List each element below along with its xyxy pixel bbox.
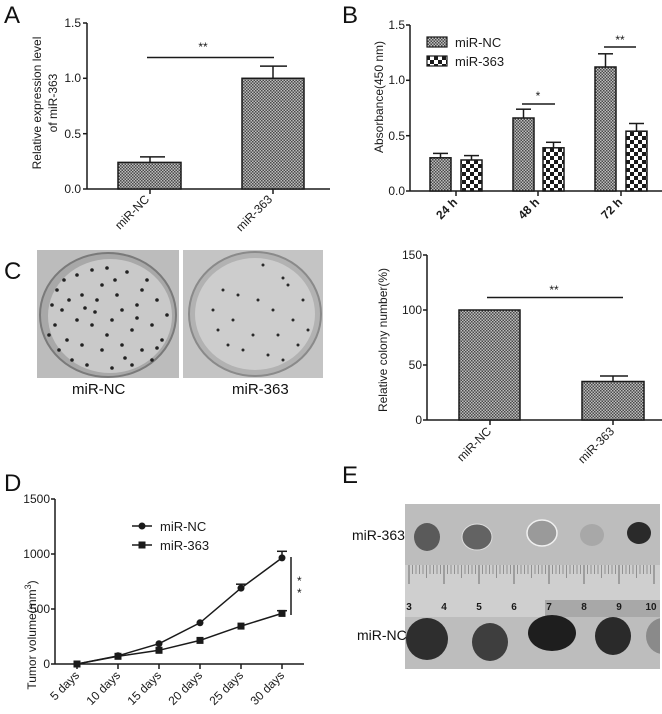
chart-b-significance-48h: * <box>536 89 541 103</box>
chart-b-xtick-48h: 48 h <box>515 195 542 222</box>
bar-c-mir-nc <box>458 309 521 421</box>
colony-plate-mir-363 <box>183 250 323 378</box>
series-line-mir-363 <box>76 612 283 665</box>
svg-text:25 days: 25 days <box>207 668 247 708</box>
svg-text:9: 9 <box>616 602 622 613</box>
svg-text:1000: 1000 <box>23 547 50 561</box>
svg-text:8: 8 <box>581 602 587 613</box>
bar-b-72h-mir-363 <box>625 130 648 192</box>
chart-d-significance-1: * <box>297 574 302 588</box>
bar-b-48h-mir-nc <box>512 117 535 192</box>
legend-marker-circle <box>138 522 146 530</box>
colony-label-mir-nc: miR-NC <box>72 381 126 398</box>
bar-c-mir-363 <box>581 380 645 421</box>
chart-a-xtick-mir-nc: miR-NC <box>112 192 152 232</box>
chart-d-xticks: 5 days 10 days 15 days 20 days 25 days 3… <box>47 668 287 708</box>
svg-text:500: 500 <box>30 602 50 616</box>
tumor-row-label-mir-nc: miR-NC <box>357 627 407 643</box>
chart-b-xtick-24h: 24 h <box>433 195 460 222</box>
colony-plate-mir-nc <box>37 250 179 378</box>
chart-a: Relative expression level of miR-363 0.0… <box>30 16 330 234</box>
colony-label-mir-363: miR-363 <box>232 381 289 398</box>
chart-a-significance: ** <box>198 40 208 54</box>
panel-label-d: D <box>4 470 22 497</box>
series-markers-mir-nc <box>73 554 286 668</box>
chart-c-yticks: 0 50 100 150 <box>402 248 427 427</box>
chart-b-ylabel: Absorbance(450 nm) <box>372 41 386 153</box>
svg-text:1.0: 1.0 <box>64 71 81 85</box>
svg-text:0: 0 <box>43 657 50 671</box>
series-line-mir-nc <box>76 557 283 665</box>
tumors-mir-363 <box>414 519 651 551</box>
chart-b-legend: miR-NC miR-363 <box>426 35 504 69</box>
svg-text:3: 3 <box>406 602 412 613</box>
bar-b-24h-mir-363 <box>460 159 483 192</box>
chart-a-xtick-mir-363: miR-363 <box>233 192 275 234</box>
chart-c-significance: ** <box>549 283 559 297</box>
svg-text:1.5: 1.5 <box>388 18 405 32</box>
chart-c-xtick-mir-363: miR-363 <box>575 424 617 466</box>
svg-text:30 days: 30 days <box>248 668 288 708</box>
legend-label-mir-nc: miR-NC <box>455 35 501 50</box>
chart-a-yticks: 0.0 0.5 1.0 1.5 <box>64 16 87 196</box>
chart-d-legend: miR-NC miR-363 <box>132 519 209 553</box>
legend-marker-square <box>138 541 146 549</box>
chart-d: Tumor volume(mm3) 0 500 1000 1500 miR-NC… <box>23 492 304 708</box>
chart-c-ylabel: Relative colony number(%) <box>376 268 390 412</box>
svg-text:0.0: 0.0 <box>388 184 405 198</box>
legend-swatch-mir-363 <box>426 55 448 67</box>
bar-a-mir-363 <box>241 77 305 190</box>
chart-a-ylabel-line2: of miR-363 <box>46 73 60 132</box>
chart-b-significance-72h: ** <box>615 33 625 47</box>
svg-text:0.5: 0.5 <box>388 129 405 143</box>
svg-text:150: 150 <box>402 248 422 262</box>
bar-b-48h-mir-363 <box>542 147 565 192</box>
svg-text:6: 6 <box>511 602 517 613</box>
svg-text:10: 10 <box>645 602 657 613</box>
svg-text:15 days: 15 days <box>125 668 165 708</box>
legend-label-mir-nc: miR-NC <box>160 519 206 534</box>
svg-text:20 days: 20 days <box>166 668 206 708</box>
svg-text:0.5: 0.5 <box>64 127 81 141</box>
svg-text:1.5: 1.5 <box>64 16 81 30</box>
chart-b-xtick-72h: 72 h <box>598 195 625 222</box>
chart-b: Absorbance(450 nm) 0.0 0.5 1.0 1.5 miR-N… <box>372 18 662 222</box>
svg-text:0.0: 0.0 <box>64 182 81 196</box>
panel-label-e: E <box>342 462 359 489</box>
svg-text:7: 7 <box>546 602 552 613</box>
bar-a-mir-nc <box>117 161 182 190</box>
legend-swatch-mir-nc <box>426 36 448 48</box>
ruler-numbers: 3 4 5 6 7 8 9 10 <box>406 602 657 613</box>
legend-label-mir-363: miR-363 <box>160 538 209 553</box>
tumors-mir-nc <box>406 615 660 661</box>
legend-label-mir-363: miR-363 <box>455 54 504 69</box>
svg-text:1500: 1500 <box>23 492 50 506</box>
svg-text:100: 100 <box>402 303 422 317</box>
chart-d-significance-2: * <box>297 586 302 600</box>
bar-b-24h-mir-nc <box>429 157 452 192</box>
panel-label-c: C <box>4 258 22 285</box>
svg-text:5: 5 <box>476 602 482 613</box>
chart-d-yticks: 0 500 1000 1500 <box>23 492 55 671</box>
panel-label-b: B <box>342 2 359 29</box>
tumor-photo: 3 4 5 6 7 8 9 10 <box>405 504 660 669</box>
chart-d-ylabel: Tumor volume(mm3) <box>23 580 39 689</box>
chart-c: Relative colony number(%) 0 50 100 150 *… <box>376 248 662 466</box>
panel-label-a: A <box>4 2 21 29</box>
chart-c-xtick-mir-nc: miR-NC <box>454 424 494 464</box>
chart-b-yticks: 0.0 0.5 1.0 1.5 <box>388 18 410 198</box>
svg-text:10 days: 10 days <box>84 668 124 708</box>
bar-b-72h-mir-nc <box>594 66 617 192</box>
svg-text:50: 50 <box>409 358 423 372</box>
svg-text:5 days: 5 days <box>47 668 82 703</box>
chart-a-ylabel-line1: Relative expression level <box>30 37 44 170</box>
svg-text:4: 4 <box>441 602 447 613</box>
svg-text:0: 0 <box>415 413 422 427</box>
svg-text:1.0: 1.0 <box>388 73 405 87</box>
tumor-row-label-mir-363: miR-363 <box>352 527 405 543</box>
